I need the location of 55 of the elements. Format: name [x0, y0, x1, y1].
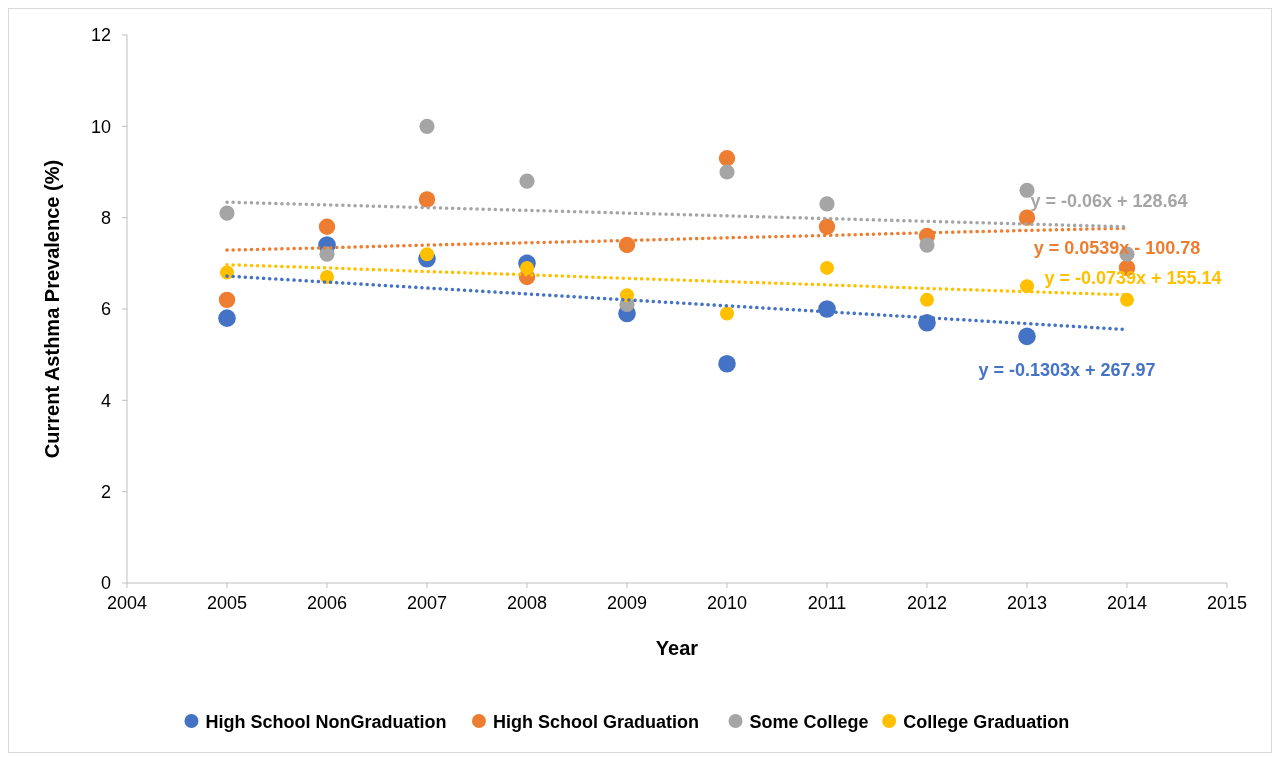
point: [1018, 327, 1036, 346]
legend-label: Some College: [749, 712, 869, 732]
point: [520, 260, 534, 275]
point: [1120, 292, 1134, 307]
point: [318, 218, 336, 235]
legend-label: High School Graduation: [492, 712, 699, 732]
x-tick-label: 2005: [206, 593, 248, 613]
point: [718, 150, 736, 167]
x-axis-title: Year: [655, 637, 699, 659]
point: [218, 309, 236, 327]
point: [1018, 209, 1036, 226]
y-tick-label: 10: [90, 116, 111, 137]
point: [819, 196, 835, 212]
annotation: y = -0.06x + 128.64: [1030, 190, 1188, 211]
annotation: y = 0.0539x - 100.78: [1033, 238, 1201, 259]
point: [519, 173, 535, 189]
point: [720, 306, 734, 321]
y-tick-label: 2: [100, 482, 111, 503]
point: [919, 237, 935, 253]
point: [1019, 182, 1035, 198]
point: [319, 246, 335, 262]
point: [820, 260, 834, 275]
point: [219, 205, 235, 221]
point: [218, 291, 236, 309]
point: [719, 164, 735, 180]
point: [1020, 279, 1034, 294]
x-tick-label: 2012: [906, 593, 948, 613]
legend-label: High School NonGraduation: [205, 712, 447, 732]
point: [419, 118, 435, 134]
y-tick-label: 12: [90, 25, 111, 46]
point: [418, 191, 436, 208]
x-tick-label: 2007: [406, 593, 448, 613]
legend-label: College Graduation: [903, 712, 1070, 732]
point: [920, 292, 934, 307]
point: [320, 270, 334, 285]
x-tick-label: 2015: [1206, 593, 1248, 613]
point: [420, 247, 434, 262]
y-tick-label: 6: [100, 299, 111, 320]
point: [818, 218, 836, 235]
x-tick-label: 2009: [606, 593, 648, 613]
x-tick-label: 2008: [506, 593, 548, 613]
x-tick-label: 2013: [1006, 593, 1048, 613]
y-tick-label: 0: [100, 573, 111, 594]
annotation: y = -0.1303x + 267.97: [978, 359, 1156, 380]
x-tick-label: 2006: [306, 593, 348, 613]
x-tick-label: 2004: [106, 593, 148, 613]
x-tick-label: 2010: [706, 593, 748, 613]
point: [718, 355, 736, 373]
y-axis-title: Current Asthma Prevalence (%): [41, 159, 63, 459]
y-tick-label: 8: [100, 208, 111, 229]
point: [618, 236, 636, 254]
x-tick-label: 2014: [1106, 593, 1148, 613]
y-tick-label: 4: [100, 390, 111, 411]
x-tick-label: 2011: [807, 593, 847, 613]
annotation: y = -0.0739x + 155.14: [1044, 267, 1222, 288]
